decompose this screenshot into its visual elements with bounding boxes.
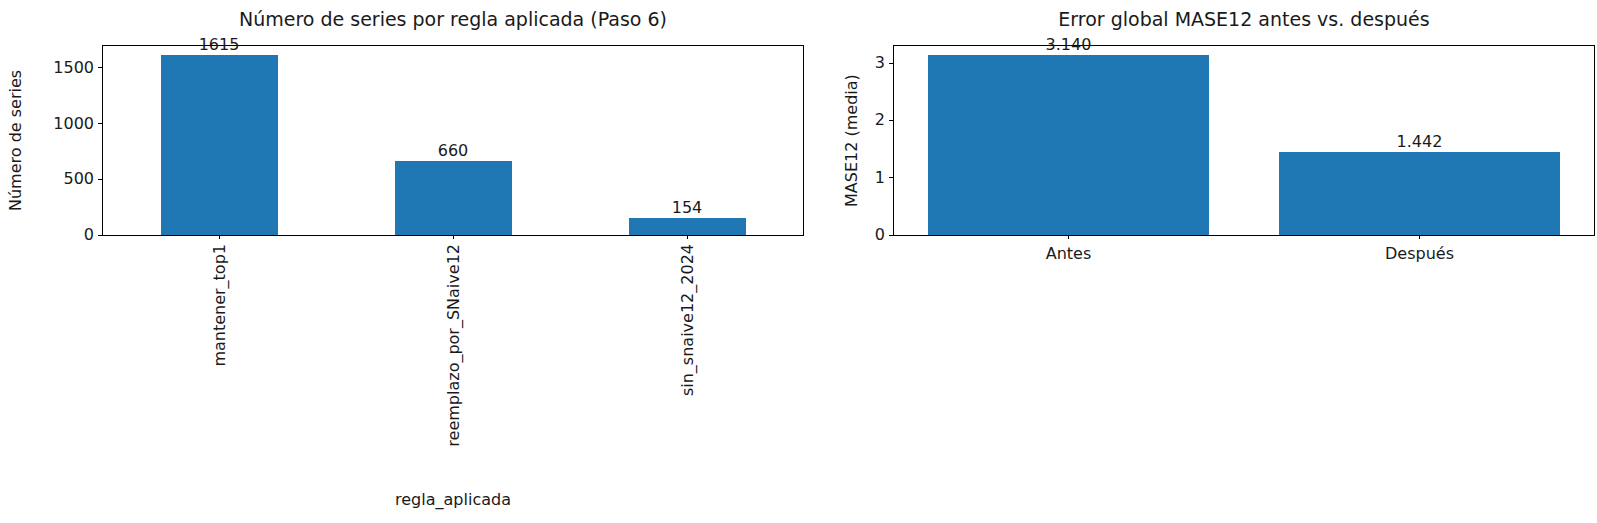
figure-canvas: Número de series por regla aplicada (Pas… — [0, 0, 1597, 523]
x-tick-label: Antes — [979, 244, 1159, 263]
right-chart-ylabel: MASE12 (media) — [842, 45, 864, 236]
y-tick-mark — [889, 235, 893, 236]
y-tick-mark — [889, 120, 893, 121]
bar-Antes — [928, 55, 1209, 235]
x-tick-mark — [1068, 235, 1069, 239]
y-tick-label: 1 — [815, 169, 885, 187]
right-chart: Error global MASE12 antes vs. después MA… — [0, 0, 1597, 523]
bar-Después — [1279, 152, 1560, 235]
bar-value-label: 3.140 — [1009, 35, 1129, 54]
y-tick-label: 2 — [815, 111, 885, 129]
y-tick-label: 3 — [815, 54, 885, 72]
y-tick-label: 0 — [815, 226, 885, 244]
right-chart-title: Error global MASE12 antes vs. después — [893, 8, 1595, 30]
y-tick-mark — [889, 177, 893, 178]
bar-value-label: 1.442 — [1360, 132, 1480, 151]
x-tick-mark — [1419, 235, 1420, 239]
x-tick-label: Después — [1330, 244, 1510, 263]
y-tick-mark — [889, 63, 893, 64]
